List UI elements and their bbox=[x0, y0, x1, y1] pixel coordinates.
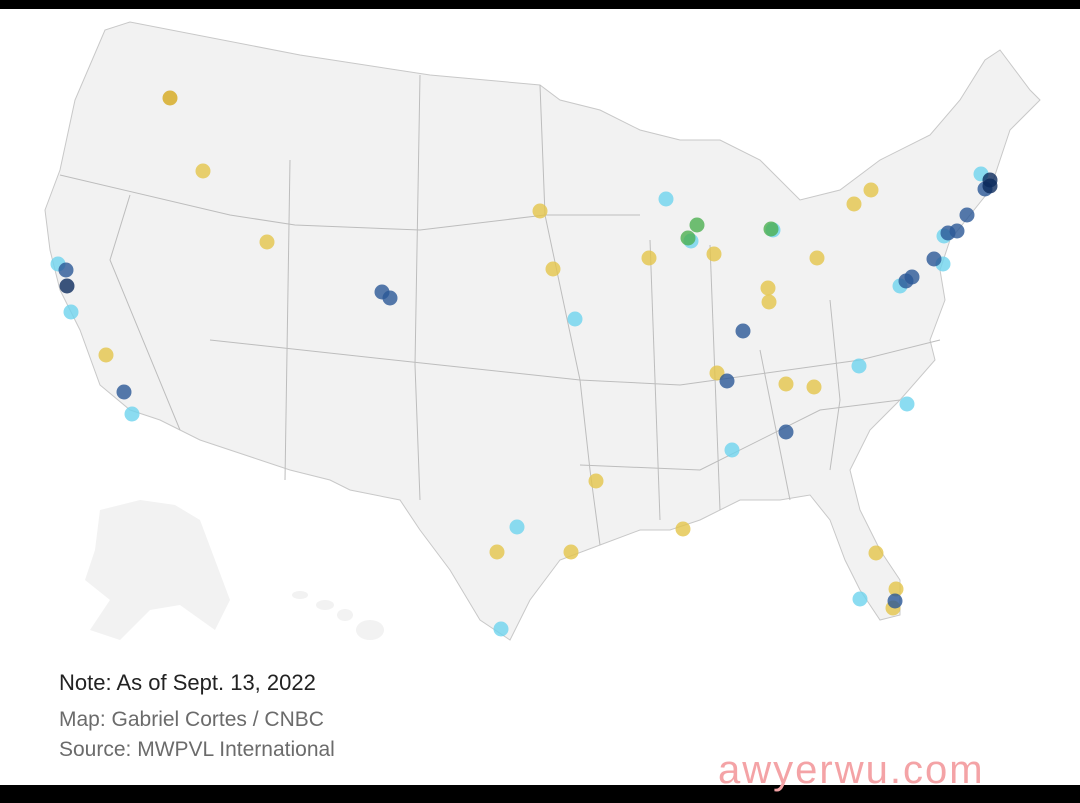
location-dot bbox=[809, 250, 825, 266]
location-dot bbox=[63, 304, 79, 320]
location-dot bbox=[658, 191, 674, 207]
location-dot bbox=[382, 290, 398, 306]
location-dot bbox=[898, 273, 914, 289]
location-dot bbox=[58, 262, 74, 278]
location-dot bbox=[675, 521, 691, 537]
location-dot bbox=[846, 196, 862, 212]
location-dot bbox=[563, 544, 579, 560]
location-dot bbox=[940, 225, 956, 241]
location-dot bbox=[709, 365, 725, 381]
location-dot bbox=[761, 294, 777, 310]
location-dot bbox=[852, 591, 868, 607]
location-dot bbox=[162, 90, 178, 106]
location-dot bbox=[641, 250, 657, 266]
location-dot bbox=[899, 396, 915, 412]
location-dot bbox=[567, 311, 583, 327]
location-dot bbox=[689, 217, 705, 233]
location-dot bbox=[124, 406, 140, 422]
location-dot bbox=[706, 246, 722, 262]
location-dot bbox=[532, 203, 548, 219]
location-dot bbox=[493, 621, 509, 637]
location-dot bbox=[98, 347, 114, 363]
location-dot bbox=[851, 358, 867, 374]
location-dot bbox=[259, 234, 275, 250]
location-dot bbox=[863, 182, 879, 198]
location-dot bbox=[763, 221, 779, 237]
location-dot bbox=[588, 473, 604, 489]
location-dot bbox=[724, 442, 740, 458]
bottom-bar bbox=[0, 785, 1080, 803]
location-dot bbox=[888, 581, 904, 597]
location-dot bbox=[778, 424, 794, 440]
location-dot bbox=[959, 207, 975, 223]
map-credit: Map: Gabriel Cortes / CNBC bbox=[59, 708, 324, 731]
location-dot bbox=[509, 519, 525, 535]
hawaii bbox=[292, 591, 384, 640]
location-dot bbox=[868, 545, 884, 561]
location-dot bbox=[760, 280, 776, 296]
alaska bbox=[85, 500, 230, 640]
watermark: awyerwu.com bbox=[718, 748, 985, 792]
note: Note: As of Sept. 13, 2022 bbox=[59, 670, 316, 695]
dots bbox=[50, 90, 998, 637]
us-outline bbox=[44, 21, 1041, 641]
source-credit: Source: MWPVL International bbox=[59, 738, 335, 761]
location-dot bbox=[778, 376, 794, 392]
location-dot bbox=[887, 593, 903, 609]
location-dot bbox=[116, 384, 132, 400]
location-dot bbox=[195, 163, 211, 179]
location-dot bbox=[735, 323, 751, 339]
location-dot bbox=[545, 261, 561, 277]
location-dot bbox=[982, 172, 998, 188]
top-bar bbox=[0, 0, 1080, 9]
location-dot bbox=[489, 544, 505, 560]
location-dot bbox=[719, 373, 735, 389]
location-dot bbox=[806, 379, 822, 395]
location-dot bbox=[59, 278, 75, 294]
state-lines bbox=[59, 74, 941, 546]
location-dot bbox=[680, 230, 696, 246]
location-dot bbox=[926, 251, 942, 267]
